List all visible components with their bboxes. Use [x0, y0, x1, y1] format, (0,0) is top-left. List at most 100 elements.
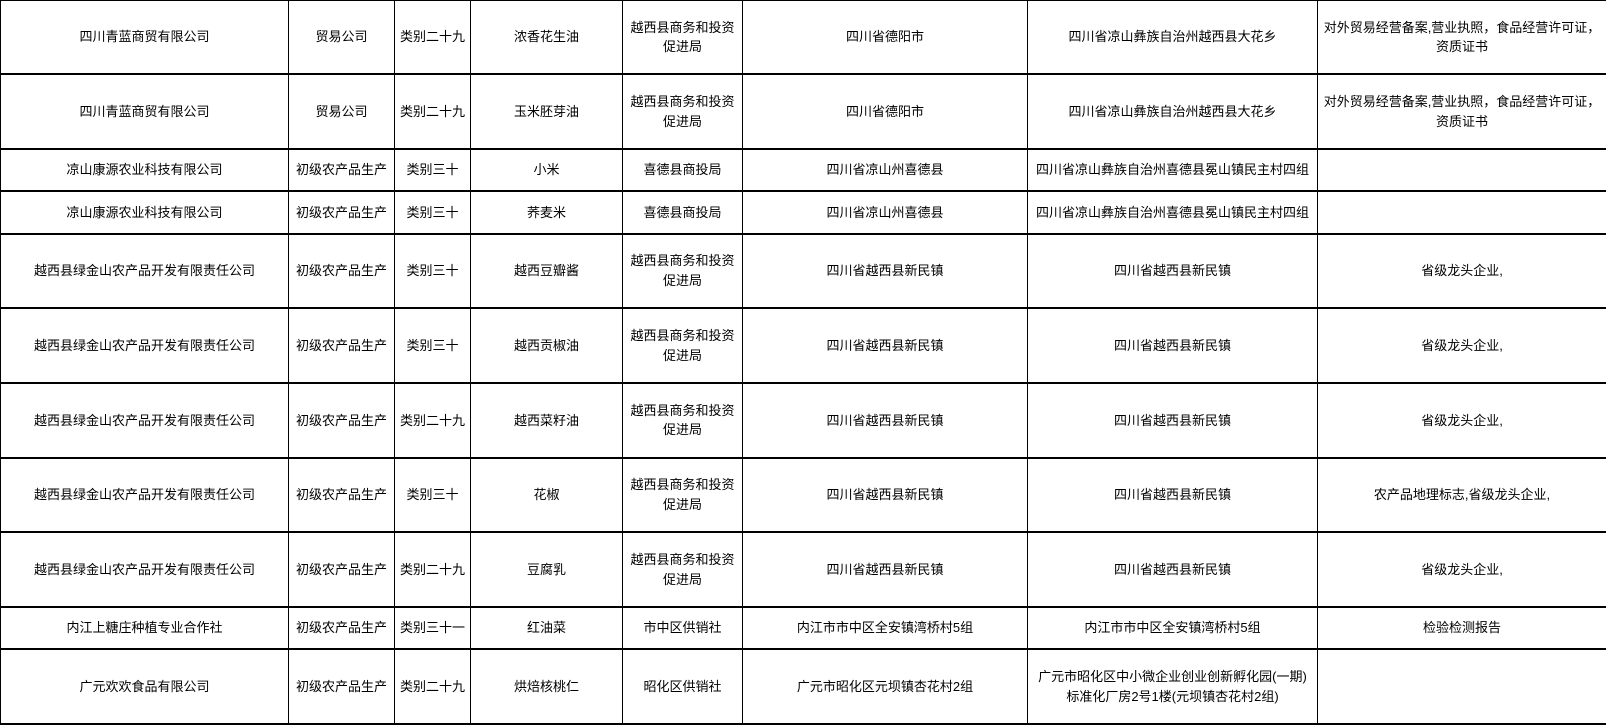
table-row: 广元欢欢食品有限公司 初级农产品生产 类别二十九 烘焙核桃仁 昭化区供销社 广元市昭化区元…	[0, 648, 1606, 725]
cell-address: 四川省凉山彝族自治州喜德县冕山镇民主村四组	[1027, 147, 1318, 193]
cell-category: 类别二十九	[394, 531, 471, 608]
table-row: 越西县绿金山农产品开发有限责任公司 初级农产品生产 类别二十九 越西菜籽油 越西县商务和…	[0, 381, 1606, 459]
cell-city: 四川省凉山州喜德县	[742, 147, 1028, 193]
cell-recommending-department: 喜德县商投局	[622, 147, 743, 193]
table-row: 越西县绿金山农产品开发有限责任公司 初级农产品生产 类别三十 花椒 越西县商务和投资促进…	[0, 456, 1606, 534]
cell-company-type: 贸易公司	[288, 0, 395, 76]
cell-recommending-department: 越西县商务和投资促进局	[622, 531, 743, 608]
cell-company-name: 四川青蓝商贸有限公司	[0, 0, 289, 76]
cell-company-type: 初级农产品生产	[288, 456, 395, 534]
cell-category: 类别三十	[394, 307, 471, 384]
cell-certificates	[1317, 190, 1606, 235]
cell-company-name: 四川青蓝商贸有限公司	[0, 73, 289, 150]
cell-category: 类别三十	[394, 232, 471, 310]
cell-product-name: 越西贡椒油	[470, 307, 623, 384]
cell-category: 类别二十九	[394, 0, 471, 76]
cell-product-name: 红油菜	[470, 605, 623, 651]
cell-certificates: 省级龙头企业,	[1317, 531, 1606, 608]
cell-address: 四川省凉山彝族自治州喜德县冕山镇民主村四组	[1027, 190, 1318, 235]
table-row: 四川青蓝商贸有限公司 贸易公司 类别二十九 玉米胚芽油 越西县商务和投资促进局 四川省德阳…	[0, 73, 1606, 150]
cell-certificates: 农产品地理标志,省级龙头企业,	[1317, 456, 1606, 534]
table-row: 凉山康源农业科技有限公司 初级农产品生产 类别三十 荞麦米 喜德县商投局 四川省凉山州喜德…	[0, 190, 1606, 235]
cell-company-type: 初级农产品生产	[288, 190, 395, 235]
cell-category: 类别二十九	[394, 73, 471, 150]
cell-address: 四川省凉山彝族自治州越西县大花乡	[1027, 73, 1318, 150]
cell-certificates: 对外贸易经营备案,营业执照，食品经营许可证，资质证书	[1317, 0, 1606, 76]
cell-certificates: 省级龙头企业,	[1317, 307, 1606, 384]
cell-company-type: 初级农产品生产	[288, 605, 395, 651]
cell-address: 四川省越西县新民镇	[1027, 232, 1318, 310]
cell-category: 类别三十一	[394, 605, 471, 651]
cell-recommending-department: 越西县商务和投资促进局	[622, 73, 743, 150]
cell-category: 类别三十	[394, 456, 471, 534]
cell-address: 四川省凉山彝族自治州越西县大花乡	[1027, 0, 1318, 76]
cell-recommending-department: 市中区供销社	[622, 605, 743, 651]
cell-product-name: 小米	[470, 147, 623, 193]
cell-city: 四川省德阳市	[742, 73, 1028, 150]
cell-address: 内江市市中区全安镇湾桥村5组	[1027, 605, 1318, 651]
cell-city: 四川省凉山州喜德县	[742, 190, 1028, 235]
cell-product-name: 烘焙核桃仁	[470, 648, 623, 725]
cell-company-name: 凉山康源农业科技有限公司	[0, 190, 289, 235]
cell-product-name: 荞麦米	[470, 190, 623, 235]
cell-city: 四川省越西县新民镇	[742, 232, 1028, 310]
cell-certificates: 对外贸易经营备案,营业执照，食品经营许可证，资质证书	[1317, 73, 1606, 150]
cell-company-name: 越西县绿金山农产品开发有限责任公司	[0, 381, 289, 459]
cell-city: 内江市市中区全安镇湾桥村5组	[742, 605, 1028, 651]
cell-product-name: 花椒	[470, 456, 623, 534]
cell-product-name: 浓香花生油	[470, 0, 623, 76]
cell-recommending-department: 越西县商务和投资促进局	[622, 307, 743, 384]
cell-company-type: 初级农产品生产	[288, 147, 395, 193]
cell-product-name: 越西豆瓣酱	[470, 232, 623, 310]
table-row: 越西县绿金山农产品开发有限责任公司 初级农产品生产 类别二十九 豆腐乳 越西县商务和投资…	[0, 531, 1606, 608]
cell-company-name: 越西县绿金山农产品开发有限责任公司	[0, 232, 289, 310]
cell-certificates: 省级龙头企业,	[1317, 232, 1606, 310]
cell-company-name: 越西县绿金山农产品开发有限责任公司	[0, 456, 289, 534]
cell-company-type: 初级农产品生产	[288, 307, 395, 384]
cell-recommending-department: 越西县商务和投资促进局	[622, 456, 743, 534]
cell-company-name: 越西县绿金山农产品开发有限责任公司	[0, 307, 289, 384]
cell-recommending-department: 喜德县商投局	[622, 190, 743, 235]
cell-product-name: 玉米胚芽油	[470, 73, 623, 150]
cell-city: 广元市昭化区元坝镇杏花村2组	[742, 648, 1028, 725]
table-row: 越西县绿金山农产品开发有限责任公司 初级农产品生产 类别三十 越西贡椒油 越西县商务和投…	[0, 307, 1606, 384]
cell-company-type: 初级农产品生产	[288, 381, 395, 459]
cell-address: 四川省越西县新民镇	[1027, 307, 1318, 384]
cell-city: 四川省越西县新民镇	[742, 381, 1028, 459]
cell-address: 广元市昭化区中小微企业创业创新孵化园(一期)标准化厂房2号1楼(元坝镇杏花村2组…	[1027, 648, 1318, 725]
cell-category: 类别二十九	[394, 648, 471, 725]
cell-address: 四川省越西县新民镇	[1027, 531, 1318, 608]
cell-city: 四川省越西县新民镇	[742, 456, 1028, 534]
cell-certificates	[1317, 648, 1606, 725]
cell-city: 四川省越西县新民镇	[742, 307, 1028, 384]
cell-address: 四川省越西县新民镇	[1027, 456, 1318, 534]
cell-product-name: 越西菜籽油	[470, 381, 623, 459]
cell-recommending-department: 越西县商务和投资促进局	[622, 381, 743, 459]
table-row: 四川青蓝商贸有限公司 贸易公司 类别二十九 浓香花生油 越西县商务和投资促进局 四川省德阳…	[0, 0, 1606, 76]
cell-company-name: 内江上糖庄种植专业合作社	[0, 605, 289, 651]
cell-company-name: 广元欢欢食品有限公司	[0, 648, 289, 725]
cell-company-type: 初级农产品生产	[288, 648, 395, 725]
cell-recommending-department: 越西县商务和投资促进局	[622, 232, 743, 310]
cell-company-type: 贸易公司	[288, 73, 395, 150]
cell-product-name: 豆腐乳	[470, 531, 623, 608]
cell-city: 四川省越西县新民镇	[742, 531, 1028, 608]
cell-recommending-department: 昭化区供销社	[622, 648, 743, 725]
cell-certificates: 省级龙头企业,	[1317, 381, 1606, 459]
cell-category: 类别三十	[394, 147, 471, 193]
cell-company-name: 越西县绿金山农产品开发有限责任公司	[0, 531, 289, 608]
table-row: 内江上糖庄种植专业合作社 初级农产品生产 类别三十一 红油菜 市中区供销社 内江市市中区全…	[0, 605, 1606, 651]
cell-address: 四川省越西县新民镇	[1027, 381, 1318, 459]
cell-company-name: 凉山康源农业科技有限公司	[0, 147, 289, 193]
cell-category: 类别二十九	[394, 381, 471, 459]
cell-certificates: 检验检测报告	[1317, 605, 1606, 651]
cell-company-type: 初级农产品生产	[288, 232, 395, 310]
cell-category: 类别三十	[394, 190, 471, 235]
cell-recommending-department: 越西县商务和投资促进局	[622, 0, 743, 76]
table-row: 凉山康源农业科技有限公司 初级农产品生产 类别三十 小米 喜德县商投局 四川省凉山州喜德县…	[0, 147, 1606, 193]
cell-city: 四川省德阳市	[742, 0, 1028, 76]
table-row: 越西县绿金山农产品开发有限责任公司 初级农产品生产 类别三十 越西豆瓣酱 越西县商务和投…	[0, 232, 1606, 310]
